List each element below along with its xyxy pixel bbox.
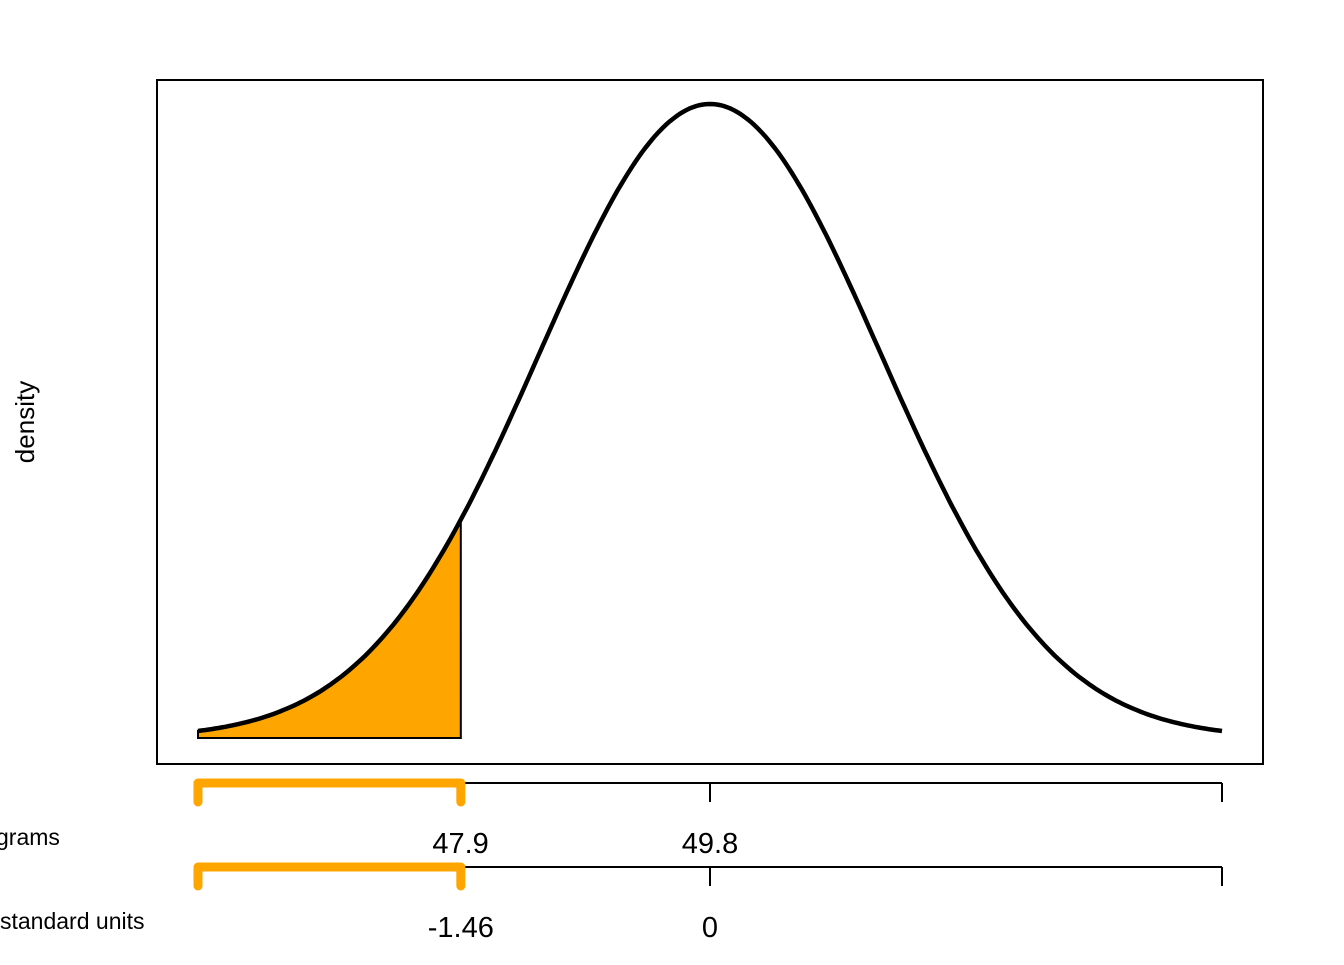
shaded-area: [197, 519, 462, 739]
shaded-range-bracket: [193, 778, 466, 807]
y-axis-label: density: [10, 381, 40, 463]
tick-label: 47.9: [432, 828, 488, 860]
density-curve: [197, 101, 1223, 734]
tick-label: -1.46: [428, 912, 494, 944]
plot-frame: [156, 79, 1264, 765]
tick-label: 49.8: [682, 828, 738, 860]
shaded-range-bracket: [193, 862, 466, 891]
axis-label: grams: [0, 824, 60, 850]
tick-label: 0: [702, 912, 718, 944]
axis-label: standard units: [0, 908, 144, 934]
